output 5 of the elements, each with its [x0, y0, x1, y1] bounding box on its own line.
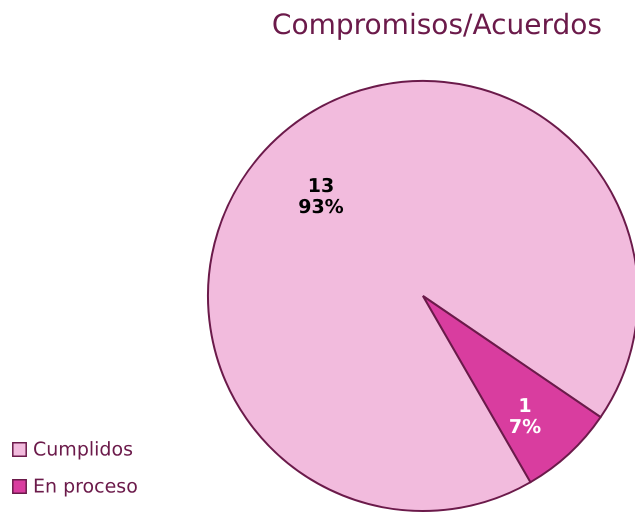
legend-label: Cumplidos	[33, 438, 134, 460]
data-label: 1 7%	[508, 394, 542, 438]
chart-title: Compromisos/Acuerdos	[272, 8, 602, 41]
data-label: 13 93%	[298, 175, 344, 218]
legend-label: En proceso	[33, 476, 138, 498]
